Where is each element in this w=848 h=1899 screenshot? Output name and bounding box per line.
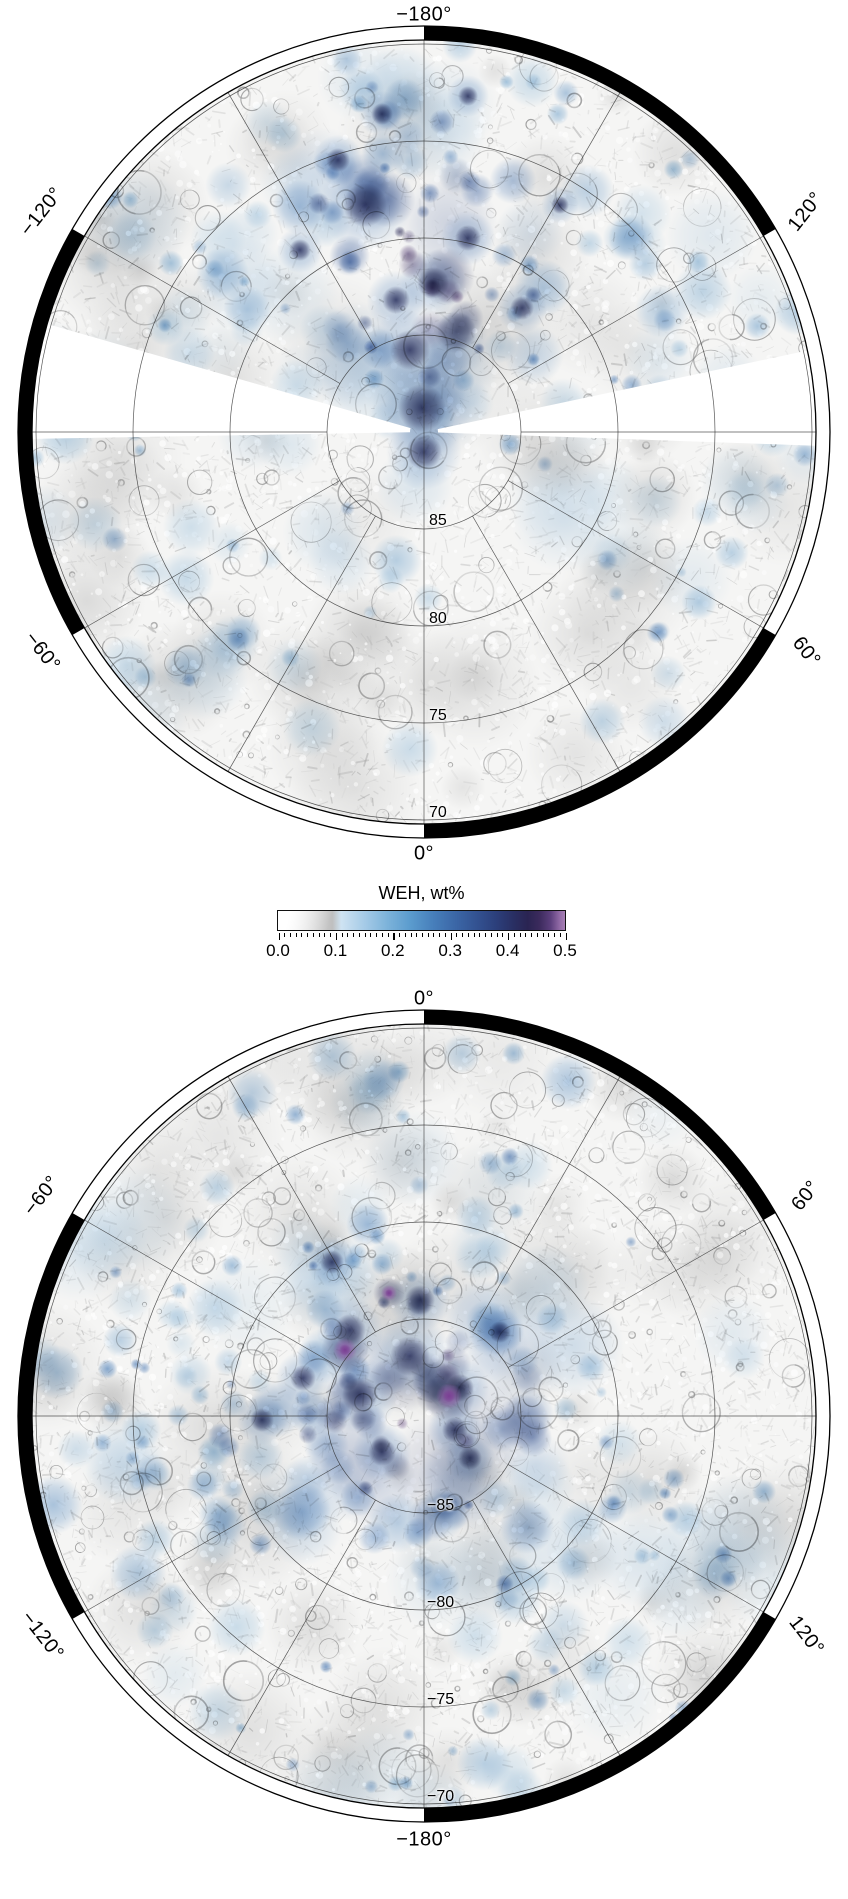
north-lat-label: 80 <box>429 610 447 627</box>
colorbar-minor-tick <box>444 933 446 937</box>
colorbar-ticks <box>278 933 567 942</box>
colorbar-minor-tick <box>485 933 487 937</box>
colorbar-minor-tick <box>542 933 544 937</box>
colorbar-minor-tick <box>301 933 303 937</box>
colorbar-tick-label: 0.4 <box>495 941 520 960</box>
colorbar-tick-label: 0.3 <box>438 941 462 960</box>
colorbar-minor-tick <box>427 933 429 937</box>
colorbar-minor-tick <box>513 933 515 937</box>
colorbar-minor-tick <box>370 933 372 937</box>
colorbar-minor-tick <box>284 933 286 937</box>
colorbar-minor-tick <box>410 933 412 937</box>
colorbar-minor-tick <box>387 933 389 937</box>
colorbar-minor-tick <box>312 933 314 937</box>
colorbar-minor-tick <box>548 933 550 937</box>
south-lon-label: 0° <box>413 987 435 1010</box>
south-lon-label: −180° <box>396 1828 452 1851</box>
colorbar-minor-tick <box>456 933 458 937</box>
colorbar-minor-tick <box>404 933 406 937</box>
colorbar-major-tick <box>335 933 338 940</box>
colorbar-major-tick <box>450 933 453 940</box>
colorbar-minor-tick <box>416 933 418 937</box>
colorbar-minor-tick <box>525 933 527 937</box>
colorbar-gradient <box>277 910 566 931</box>
north-lat-label: 85 <box>429 512 447 529</box>
colorbar-minor-tick <box>330 933 332 937</box>
north-lon-label: −180° <box>396 3 452 26</box>
colorbar-minor-tick <box>496 933 498 937</box>
north-lat-label: 70 <box>429 804 447 821</box>
colorbar-minor-tick <box>490 933 492 937</box>
colorbar-tick-label: 0.2 <box>380 941 405 960</box>
colorbar-minor-tick <box>536 933 538 937</box>
colorbar-tick-label: 0.0 <box>266 941 290 960</box>
colorbar-minor-tick <box>531 933 533 937</box>
colorbar-minor-tick <box>433 933 435 937</box>
colorbar-minor-tick <box>353 933 355 937</box>
colorbar-minor-tick <box>289 933 291 937</box>
colorbar-minor-tick <box>439 933 441 937</box>
colorbar-minor-tick <box>318 933 320 937</box>
colorbar-minor-tick <box>422 933 423 937</box>
colorbar-minor-tick <box>519 933 521 937</box>
colorbar-minor-tick <box>381 933 383 937</box>
south-lat-label: −75 <box>427 1691 455 1708</box>
north-lon-label: 0° <box>413 842 435 865</box>
south-lat-label: −70 <box>427 1788 455 1805</box>
colorbar-minor-tick <box>554 933 556 937</box>
colorbar-title: WEH, wt% <box>378 883 465 903</box>
south-lat-label: −80 <box>427 1594 455 1611</box>
south-lat-label: −85 <box>427 1497 455 1514</box>
colorbar-minor-tick <box>358 933 360 937</box>
colorbar-tick-label: 0.5 <box>553 941 577 960</box>
colorbar-minor-tick <box>341 933 343 937</box>
colorbar-gray-corner <box>278 911 342 930</box>
colorbar-major-tick <box>565 933 567 940</box>
colorbar-major-tick <box>508 933 510 940</box>
north-lat-label: 75 <box>429 707 447 724</box>
colorbar-minor-tick <box>364 933 366 937</box>
colorbar-minor-tick <box>479 933 481 937</box>
colorbar-minor-tick <box>295 933 297 937</box>
colorbar-major-tick <box>278 933 280 940</box>
colorbar-minor-tick <box>502 933 504 937</box>
colorbar-minor-tick <box>462 933 464 937</box>
colorbar-minor-tick <box>347 933 349 937</box>
colorbar-minor-tick <box>399 933 401 937</box>
colorbar-minor-tick <box>467 933 469 937</box>
colorbar-tick-label: 0.1 <box>323 941 348 960</box>
colorbar-minor-tick <box>473 933 475 937</box>
colorbar-major-tick <box>393 933 395 940</box>
colorbar-minor-tick <box>559 933 561 937</box>
colorbar-minor-tick <box>376 933 378 937</box>
colorbar-minor-tick <box>324 933 326 937</box>
colorbar-minor-tick <box>307 933 309 937</box>
